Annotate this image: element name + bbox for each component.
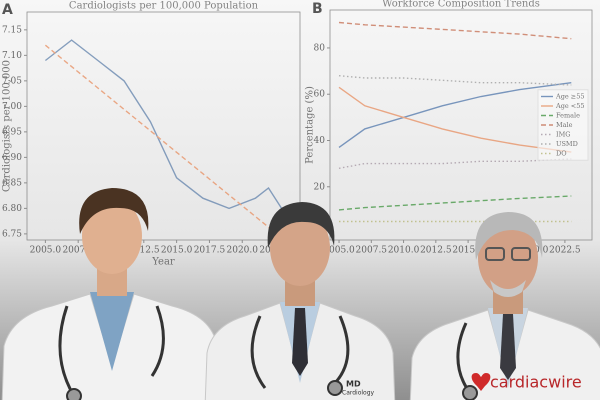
chart-title: Cardiologists per 100,000 Population <box>69 1 259 12</box>
x-tick-label: 2007.5 <box>62 246 94 256</box>
y-tick-label: 6.90 <box>2 153 22 163</box>
series-line <box>338 82 572 148</box>
y-tick-label: 7.05 <box>2 76 22 86</box>
brand-heart <box>471 373 491 391</box>
panel-label: A <box>2 2 13 18</box>
y-tick-label: 6.95 <box>2 127 22 137</box>
legend-label: Female <box>556 112 580 120</box>
brand: cardiacwire <box>490 373 582 392</box>
y-tick-label: 6.85 <box>2 178 22 188</box>
legend-label: Male <box>556 121 573 129</box>
y-axis-label: Cardiologists per 100,000 <box>2 60 13 192</box>
y-tick-label: 40 <box>314 136 326 146</box>
x-tick-label: 2020.0 <box>227 246 259 256</box>
y-axis-label: Percentage (%) <box>305 86 316 164</box>
y-tick-label: 6.80 <box>2 204 22 214</box>
series-line <box>338 195 572 211</box>
y-tick-label: 60 <box>314 90 326 100</box>
y-tick-label: 7.10 <box>2 51 22 61</box>
y-tick-label: 20 <box>314 182 326 192</box>
series-line <box>338 86 572 153</box>
legend-label: Age <55 <box>555 102 585 110</box>
series-line <box>338 21 572 40</box>
y-tick-label: 80 <box>314 43 326 53</box>
legend-label: Age ≥55 <box>555 93 585 101</box>
x-tick-label: 2017.5 <box>194 246 226 256</box>
chart-title: Workforce Composition Trends <box>382 0 540 10</box>
chart: Cardiologists per 100,000 Population 2005… <box>2 1 301 268</box>
x-tick-label: 2005.0 <box>323 246 355 256</box>
doctor-young <box>1 188 221 400</box>
y-tick-label: 7.00 <box>2 102 22 112</box>
series-line <box>44 39 283 210</box>
series-line <box>44 44 283 239</box>
x-tick-label: 2022.5 <box>549 246 581 256</box>
x-tick-label: 2015.0 <box>452 246 484 256</box>
doctor-senior <box>409 212 600 400</box>
series-line <box>338 158 572 169</box>
legend-label: DO <box>556 150 567 158</box>
panel-label: B <box>312 1 323 17</box>
x-tick-label: 2005.0 <box>30 246 62 256</box>
plot-frame <box>26 11 301 241</box>
badge-title: MD <box>346 380 361 389</box>
y-tick-label: 7.15 <box>2 25 22 35</box>
badge-subtitle: Cardiology <box>342 390 375 397</box>
series-line <box>338 75 572 86</box>
legend-label: USMD <box>556 140 578 148</box>
doctor-middle <box>204 202 396 400</box>
y-tick-label: 6.75 <box>2 229 22 239</box>
x-tick-label: 2010.0 <box>388 246 420 256</box>
x-axis-label: Year <box>151 257 175 268</box>
x-tick-label: 2007.5 <box>356 246 388 256</box>
legend-box <box>537 89 589 161</box>
x-tick-label: 2012.5 <box>128 246 160 256</box>
x-tick-label: 2015.0 <box>161 246 193 256</box>
legend-label: IMG <box>556 131 570 139</box>
x-tick-label: 2012.5 <box>420 246 452 256</box>
plot-frame <box>329 9 593 241</box>
